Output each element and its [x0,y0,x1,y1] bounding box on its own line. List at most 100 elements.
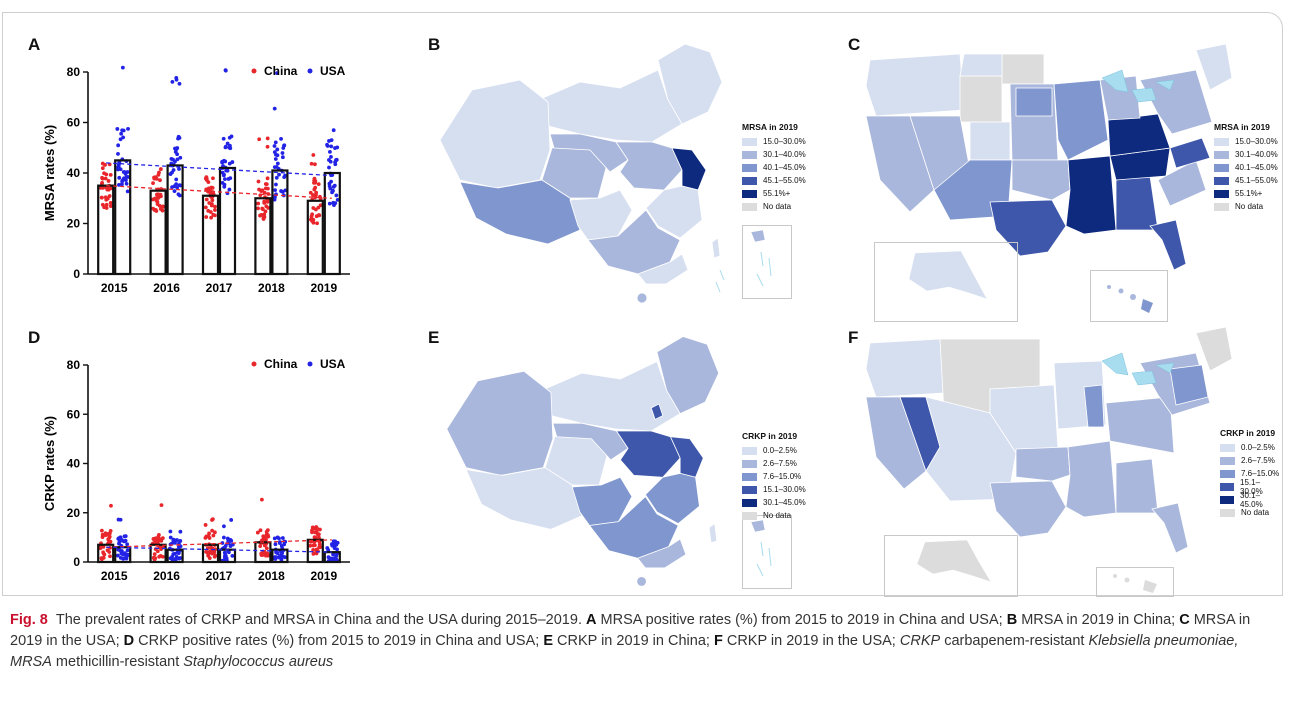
dot-china [311,220,316,225]
china-region-inner-mongolia [540,361,681,432]
x-tick-label: 2015 [101,569,128,583]
caption-abbreviation: CRKP [899,633,941,649]
bar-china-2015 [97,184,115,276]
china-region-hainan [636,292,648,304]
dot-usa [224,556,229,561]
dot-china [108,172,113,177]
dot-usa [126,126,130,131]
dot-usa [329,144,334,149]
dot-usa [123,534,128,539]
dot-usa [327,201,332,206]
dot-usa [229,538,234,543]
dot-usa [173,557,178,562]
bar-china-2018 [254,197,272,276]
dot-usa [325,142,329,147]
legend-swatch [742,189,757,198]
dot-china [156,192,161,197]
caption-species: Klebsiella pneumoniae, MRSA [10,633,1239,670]
dot-china [265,176,270,181]
bar-china-2019 [306,538,324,564]
dot-china [311,548,316,552]
dot-china [317,545,322,550]
legend-label: 15.1–30.0% [1240,477,1263,496]
legend-title: MRSA in 2019 [1214,122,1270,132]
legend-label: 0.0–2.5% [763,446,797,455]
dot-china [103,163,107,167]
dot-usa [273,157,278,161]
legend-marker-china [251,361,257,367]
figure-frame [2,12,1283,596]
china-region-taiwan [708,522,718,544]
dot-usa [328,149,332,154]
legend-label: No data [1235,202,1264,211]
legend-row: No data [742,200,806,213]
legend-swatch [1220,508,1235,517]
dot-usa [223,144,228,149]
china-region-central [615,430,681,478]
dot-usa [272,556,277,561]
dot-china [158,167,163,171]
legend-swatch [1214,202,1229,211]
dot-china [108,200,113,205]
dot-usa [230,553,235,558]
legend-label: 40.1–45.0% [763,163,806,172]
dot-usa [120,179,125,184]
y-tick-label: 40 [67,166,81,180]
dot-china [100,176,105,181]
legend-swatch [742,511,757,520]
dot-usa [335,197,340,202]
dot-china [204,215,209,219]
legend-row: No data [1214,200,1278,213]
dot-china [105,196,110,201]
dot-china [258,528,263,533]
dot-china [312,187,317,192]
panel-letter-a: A [28,35,41,54]
dot-usa [275,147,280,152]
dot-usa [332,203,336,208]
panel-c: C [840,30,1280,322]
y-tick-label: 40 [67,457,81,471]
legend-label: 7.6–15.0% [1241,469,1280,478]
legend-row: 0.0–2.5% [742,444,806,457]
dot-china [152,208,157,212]
dot-usa [125,542,130,547]
china-region-guangdong [637,538,687,569]
x-tick-label: 2018 [258,281,285,295]
dot-usa [170,170,174,175]
dot-usa [171,552,176,557]
legend-swatch [742,446,757,455]
y-tick-label: 80 [67,65,81,79]
dot-usa [120,182,124,187]
dot-usa [225,536,230,541]
dot-usa [174,177,179,182]
legend-swatch [1214,137,1229,146]
dot-china [313,195,317,200]
legend-swatch [742,472,757,481]
panel-d: D 0 20 40 60 80 CRKP rates (%) 2015 2016 2017 201… [20,323,360,588]
china-region-tibet [465,467,583,530]
dot-usa [282,175,287,180]
dot-usa [124,178,128,183]
legend-title: CRKP in 2019 [1220,428,1276,438]
legend-label: 15.1–30.0% [763,485,806,494]
usa-region-west-coast [865,115,935,213]
legend-row: 30.1–45.0% [742,496,806,509]
dot-china [204,197,209,202]
usa-region-colorado [969,121,1011,161]
bar-usa-2019 [323,551,341,564]
legend-row: 7.6–15.0% [1220,467,1280,480]
dot-china [315,221,319,226]
dot-china [206,551,211,556]
dot-usa [177,193,182,198]
dot-china [311,153,316,157]
dot-usa [121,135,126,140]
dot-usa [221,535,226,540]
dot-china [104,172,109,177]
dot-china [258,544,263,549]
china-crkp-map [446,336,720,587]
dot-usa [177,136,182,140]
legend-label: 55.1%+ [1235,189,1263,198]
trend-line-usa [106,546,332,553]
dot-usa [333,146,337,150]
legend-row: 40.1–45.0% [1214,161,1278,174]
